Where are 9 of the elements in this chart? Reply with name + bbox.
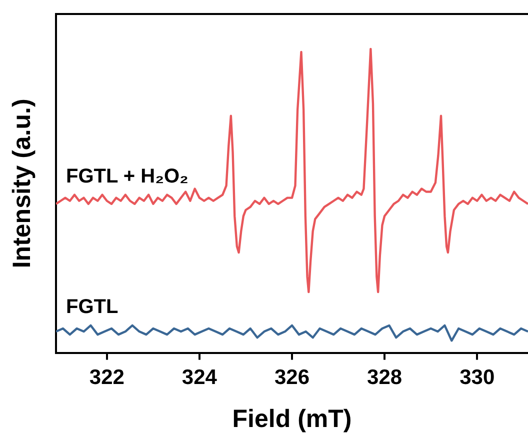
y-axis-title: Intensity (a.u.) [8,98,36,268]
x-tick-label: 326 [274,366,310,390]
series-label: FGTL + H₂O₂ [66,165,188,188]
x-tick-label: 328 [367,366,402,390]
x-tick-label: 324 [182,366,218,390]
x-axis-title: Field (mT) [232,404,352,433]
x-tick-label: 330 [460,366,495,390]
series-label: FGTL [66,296,118,318]
x-tick-label: 322 [89,366,124,390]
